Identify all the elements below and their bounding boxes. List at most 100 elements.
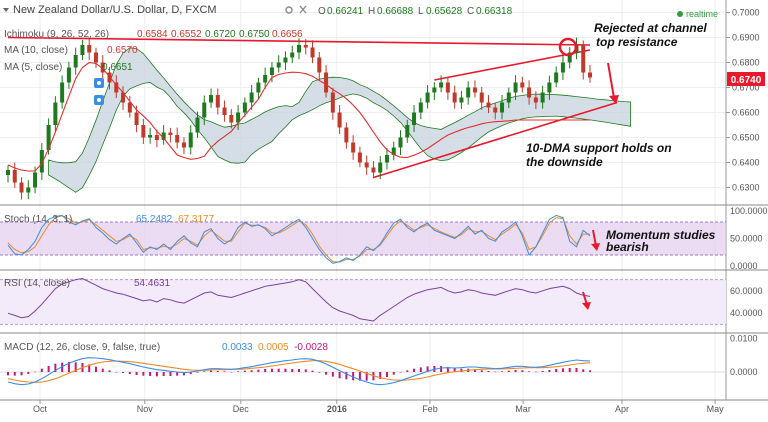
macd-histogram-bar bbox=[480, 370, 483, 372]
macd-pane: 0.0100 0.0000 bbox=[0, 334, 758, 386]
macd-value-3: -0.0028 bbox=[294, 342, 328, 353]
ohlc-l-value: 0.65628 bbox=[426, 6, 463, 17]
annotation-momentum-2: bearish bbox=[606, 240, 649, 254]
close-icon[interactable] bbox=[299, 5, 307, 14]
stoch-label: Stoch (14, 3, 1) bbox=[4, 214, 72, 225]
time-axis-label: 2016 bbox=[327, 404, 347, 414]
candle-body bbox=[547, 82, 552, 93]
macd-histogram-bar bbox=[270, 368, 273, 372]
ohlc-o-key: O bbox=[318, 6, 326, 17]
candle-body bbox=[39, 150, 44, 173]
rsi-value: 54.4631 bbox=[134, 278, 171, 289]
macd-histogram-bar bbox=[135, 372, 138, 375]
macd-histogram-bar bbox=[446, 367, 449, 372]
macd-histogram-bar bbox=[74, 362, 77, 372]
macd-histogram-bar bbox=[27, 372, 30, 374]
time-axis-label: Feb bbox=[422, 404, 438, 414]
macd-histogram-bar bbox=[284, 368, 287, 372]
macd-histogram-bar bbox=[358, 372, 361, 381]
candle-body bbox=[378, 162, 383, 173]
candle-body bbox=[12, 170, 17, 183]
candle-body bbox=[432, 87, 437, 93]
macd-histogram-bar bbox=[277, 368, 280, 372]
macd-histogram-bar bbox=[115, 372, 118, 373]
candle-body bbox=[513, 82, 518, 93]
candle-body bbox=[520, 82, 525, 88]
price-axis-label: 0.6700 bbox=[732, 83, 760, 93]
candle-body bbox=[188, 132, 193, 148]
macd-axis-label: 0.0000 bbox=[730, 367, 758, 377]
stoch-down-arrow-head bbox=[591, 243, 600, 251]
candle-body bbox=[121, 92, 126, 103]
candle-body bbox=[87, 45, 92, 53]
macd-histogram-bar bbox=[94, 366, 97, 372]
candle-body bbox=[236, 112, 241, 123]
macd-histogram-bar bbox=[230, 372, 233, 373]
visibility-icon[interactable] bbox=[94, 78, 104, 88]
candle-body bbox=[337, 112, 342, 128]
macd-histogram-bar bbox=[494, 371, 497, 373]
candle-body bbox=[19, 182, 24, 193]
macd-histogram-bar bbox=[568, 368, 571, 372]
candle-body bbox=[581, 45, 586, 73]
macd-histogram-bar bbox=[521, 370, 524, 372]
macd-histogram-bar bbox=[257, 369, 260, 372]
candle-body bbox=[181, 142, 186, 148]
candle-body bbox=[283, 57, 288, 63]
price-axis-label: 0.6900 bbox=[732, 33, 760, 43]
macd-histogram-bar bbox=[40, 368, 43, 372]
candle-body bbox=[500, 102, 505, 113]
ma10-legend: MA (10, close) 0.6570 bbox=[4, 45, 138, 56]
ma10-line bbox=[7, 61, 590, 172]
rsi-label: RSI (14, close) bbox=[4, 278, 70, 289]
candle-body bbox=[276, 62, 281, 68]
macd-histogram-bar bbox=[338, 372, 341, 379]
macd-histogram-bar bbox=[250, 370, 253, 372]
candle-body bbox=[472, 87, 477, 93]
macd-histogram-bar bbox=[514, 370, 517, 372]
macd-histogram-bar bbox=[548, 370, 551, 372]
macd-histogram-bar bbox=[541, 371, 544, 372]
macd-histogram-bar bbox=[365, 372, 368, 381]
macd-histogram-bar bbox=[176, 372, 179, 376]
macd-histogram-bar bbox=[440, 366, 443, 372]
candle-body bbox=[357, 152, 362, 163]
candle-body bbox=[560, 62, 565, 73]
macd-legend: MACD (12, 26, close, 9, false, true) 0.0… bbox=[4, 342, 328, 353]
macd-histogram-bar bbox=[13, 372, 16, 376]
macd-histogram-bar bbox=[460, 368, 463, 372]
channel-support-line bbox=[373, 101, 618, 179]
settings-icon[interactable] bbox=[285, 6, 293, 14]
macd-line bbox=[7, 357, 591, 386]
ma5-value: 0.6651 bbox=[102, 62, 133, 73]
candle-body bbox=[100, 62, 105, 73]
macd-histogram-bar bbox=[555, 369, 558, 372]
candle-body bbox=[93, 52, 98, 63]
macd-histogram-bar bbox=[311, 370, 314, 372]
last-price-label: 0.6740 bbox=[731, 75, 762, 86]
macd-histogram-bar bbox=[345, 372, 348, 380]
candle-body bbox=[26, 187, 31, 193]
macd-histogram-bar bbox=[237, 371, 240, 372]
visibility-icon[interactable] bbox=[94, 95, 104, 105]
macd-histogram-bar bbox=[379, 372, 382, 379]
macd-label: MACD (12, 26, close, 9, false, true) bbox=[4, 342, 160, 353]
candle-body bbox=[114, 82, 119, 93]
ohlc-l-key: L bbox=[418, 6, 424, 17]
ichimoku-value-1: 0.6584 bbox=[137, 29, 168, 40]
macd-histogram-bar bbox=[128, 372, 131, 374]
macd-histogram-bar bbox=[34, 371, 37, 373]
candle-body bbox=[256, 82, 261, 93]
realtime-label: realtime bbox=[686, 9, 718, 19]
macd-histogram-bar bbox=[216, 371, 219, 372]
stoch-value-k: 65.2482 bbox=[136, 214, 173, 225]
macd-histogram-bar bbox=[413, 368, 416, 372]
candle-body bbox=[175, 135, 180, 143]
last-price-badge bbox=[727, 72, 765, 86]
macd-histogram-bar bbox=[182, 372, 185, 376]
macd-histogram-bar bbox=[575, 368, 578, 372]
rsi-pane: 60.0000 40.0000 bbox=[0, 277, 763, 325]
macd-histogram-bar bbox=[47, 366, 50, 372]
collapse-icon[interactable] bbox=[3, 8, 9, 12]
